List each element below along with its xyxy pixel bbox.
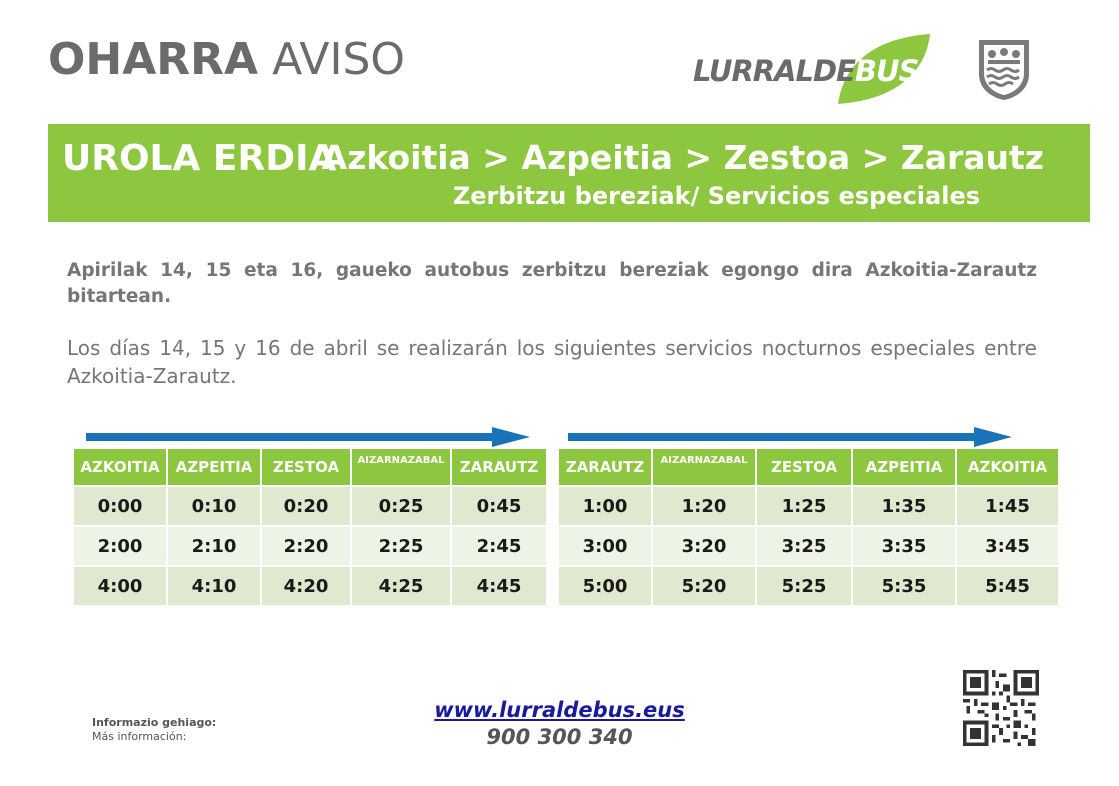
departure-time: 1:25: [757, 485, 853, 525]
timetable-return: ZARAUTZ AIZARNAZABAL ZESTOA AZPEITIA AZK…: [559, 449, 1058, 605]
logo-word-part2: BUS: [854, 54, 920, 88]
table-row: 5:00 5:20 5:25 5:35 5:45: [559, 565, 1058, 605]
departure-time: 3:00: [559, 525, 653, 565]
departure-time: 0:45: [452, 485, 546, 525]
departure-time: 1:00: [559, 485, 653, 525]
stop-header: AIZARNAZABAL: [352, 449, 452, 485]
stop-header: AZKOITIA: [74, 449, 168, 485]
departure-time: 4:20: [262, 565, 352, 605]
departure-time: 4:45: [452, 565, 546, 605]
departure-time: 4:25: [352, 565, 452, 605]
departure-time: 2:25: [352, 525, 452, 565]
stop-header: AZKOITIA: [957, 449, 1058, 485]
departure-time: 4:00: [74, 565, 168, 605]
departure-time: 3:20: [653, 525, 757, 565]
departure-time: 4:10: [168, 565, 262, 605]
leaf-logo-icon: [838, 34, 930, 104]
logo-wordmark: LURRALDEBUS: [693, 54, 920, 88]
departure-time: 5:25: [757, 565, 853, 605]
direction-arrow-icon: [86, 427, 530, 447]
stop-header: AIZARNAZABAL: [653, 449, 757, 485]
departure-time: 2:20: [262, 525, 352, 565]
title-spanish: AVISO: [272, 34, 406, 85]
departure-time: 0:00: [74, 485, 168, 525]
departure-time: 1:20: [653, 485, 757, 525]
table-row: 1:00 1:20 1:25 1:35 1:45: [559, 485, 1058, 525]
title-basque: OHARRA: [48, 34, 259, 85]
qr-code-icon[interactable]: [959, 670, 1043, 746]
more-info-spanish: Más información:: [92, 730, 187, 743]
logo-word-part1: LURRALDE: [693, 54, 856, 88]
gipuzkoa-shield-icon: [979, 40, 1029, 100]
notice-text-spanish: Los días 14, 15 y 16 de abril se realiza…: [67, 336, 1037, 388]
stop-header: AZPEITIA: [853, 449, 957, 485]
banner-subtitle: Zerbitzu bereziak/ Servicios especiales: [452, 182, 980, 210]
timetable-outbound: AZKOITIA AZPEITIA ZESTOA AIZARNAZABAL ZA…: [74, 449, 546, 605]
website-link[interactable]: www.lurraldebus.eus: [434, 698, 685, 722]
more-info-basque: Informazio gehiago:: [92, 716, 217, 729]
phone-number: 900 300 340: [486, 725, 633, 749]
table-row: 3:00 3:20 3:25 3:35 3:45: [559, 525, 1058, 565]
departure-time: 5:00: [559, 565, 653, 605]
table-row: 4:00 4:10 4:20 4:25 4:45: [74, 565, 546, 605]
departure-time: 5:20: [653, 565, 757, 605]
lurraldebus-logo: LURRALDEBUS: [690, 30, 940, 110]
departure-time: 0:25: [352, 485, 452, 525]
table-row: 0:00 0:10 0:20 0:25 0:45: [74, 485, 546, 525]
departure-time: 2:45: [452, 525, 546, 565]
notice-title: OHARRA AVISO: [48, 38, 405, 82]
departure-time: 5:35: [853, 565, 957, 605]
departure-time: 1:45: [957, 485, 1058, 525]
direction-arrow-icon: [568, 427, 1012, 447]
zone-name: UROLA ERDIA: [62, 138, 337, 179]
route-banner: UROLA ERDIA Azkoitia > Azpeitia > Zestoa…: [48, 124, 1090, 222]
departure-time: 3:45: [957, 525, 1058, 565]
route-stops: Azkoitia > Azpeitia > Zestoa > Zarautz: [321, 138, 1044, 177]
more-info-label: Informazio gehiago: Más información:: [92, 716, 216, 744]
stop-header: ZARAUTZ: [452, 449, 546, 485]
departure-time: 0:10: [168, 485, 262, 525]
departure-time: 0:20: [262, 485, 352, 525]
departure-time: 2:10: [168, 525, 262, 565]
stop-header: AZPEITIA: [168, 449, 262, 485]
departure-time: 3:35: [853, 525, 957, 565]
departure-time: 5:45: [957, 565, 1058, 605]
notice-text-basque: Apirilak 14, 15 eta 16, gaueko autobus z…: [67, 260, 1037, 307]
departure-time: 3:25: [757, 525, 853, 565]
stop-header: ZESTOA: [757, 449, 853, 485]
stop-header: ZESTOA: [262, 449, 352, 485]
departure-time: 1:35: [853, 485, 957, 525]
stop-header: ZARAUTZ: [559, 449, 653, 485]
departure-time: 2:00: [74, 525, 168, 565]
table-row: 2:00 2:10 2:20 2:25 2:45: [74, 525, 546, 565]
